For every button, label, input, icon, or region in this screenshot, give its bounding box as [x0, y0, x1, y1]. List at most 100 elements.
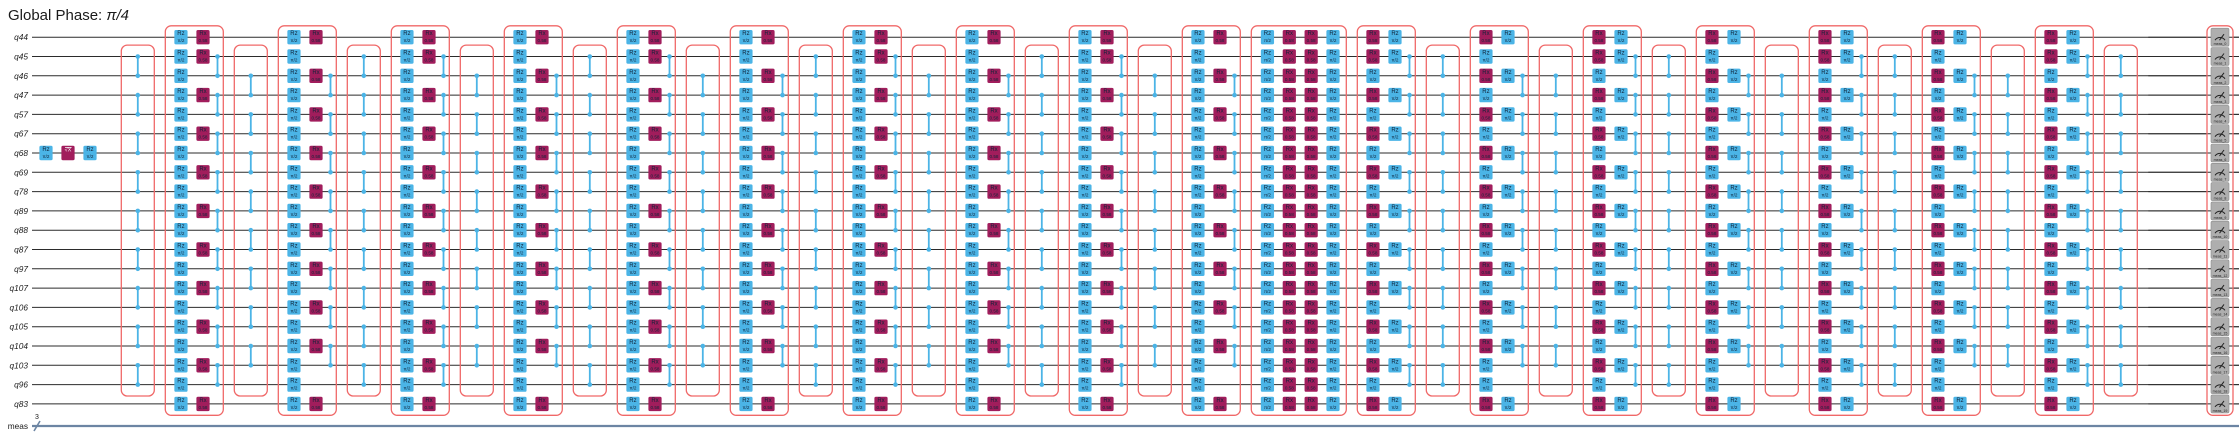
svg-text:π/2: π/2 [1391, 405, 1398, 410]
svg-text:π/2: π/2 [855, 115, 862, 120]
svg-text:π/2: π/2 [742, 251, 749, 256]
svg-text:0.58: 0.58 [764, 270, 773, 275]
svg-text:Rz: Rz [403, 244, 410, 250]
svg-text:Rz: Rz [1081, 301, 1088, 307]
svg-text:0.58: 0.58 [1103, 96, 1112, 101]
svg-text:π/2: π/2 [1264, 328, 1271, 333]
svg-text:Rz: Rz [1617, 321, 1624, 327]
svg-text:Rz: Rz [968, 244, 975, 250]
svg-text:Rz: Rz [1329, 398, 1336, 404]
svg-text:Rz: Rz [1391, 128, 1398, 134]
svg-text:Rx: Rx [312, 70, 319, 76]
svg-text:Rz: Rz [1081, 244, 1088, 250]
svg-text:Rz: Rz [403, 321, 410, 327]
svg-text:π/2: π/2 [516, 135, 523, 140]
svg-text:Rz: Rz [1264, 128, 1271, 134]
svg-text:Rz: Rz [1934, 359, 1941, 365]
svg-text:π/2: π/2 [290, 270, 297, 275]
svg-text:Rz: Rz [1264, 89, 1271, 95]
svg-text:π/2: π/2 [516, 154, 523, 159]
svg-text:Rz: Rz [1504, 147, 1511, 153]
svg-text:Rz: Rz [1821, 70, 1828, 76]
svg-text:Rx: Rx [764, 147, 771, 153]
svg-text:Rz: Rz [1329, 321, 1336, 327]
svg-text:Rz: Rz [1504, 186, 1511, 192]
svg-text:π/2: π/2 [2069, 328, 2076, 333]
svg-text:0.58: 0.58 [1307, 347, 1316, 352]
svg-text:π/2: π/2 [2047, 347, 2054, 352]
svg-text:q107: q107 [10, 283, 29, 293]
svg-text:0.58: 0.58 [312, 308, 321, 313]
svg-text:π/2: π/2 [403, 173, 410, 178]
svg-text:0.58: 0.58 [2046, 328, 2055, 333]
svg-text:Rz: Rz [516, 108, 523, 114]
svg-text:Rz: Rz [290, 31, 297, 37]
svg-text:Rz: Rz [629, 205, 636, 211]
svg-text:π/2: π/2 [1595, 154, 1602, 159]
svg-text:Rz: Rz [1264, 224, 1271, 230]
svg-text:π/2: π/2 [629, 212, 636, 217]
svg-text:Rz: Rz [1956, 70, 1963, 76]
svg-text:Rz: Rz [629, 166, 636, 172]
svg-text:π/2: π/2 [403, 270, 410, 275]
svg-text:Rx: Rx [1216, 398, 1223, 404]
svg-text:Rz: Rz [1482, 166, 1489, 172]
svg-text:π/2: π/2 [2047, 115, 2054, 120]
svg-text:Rx: Rx [990, 186, 997, 192]
svg-text:Rz: Rz [1329, 51, 1336, 57]
svg-text:π/2: π/2 [968, 405, 975, 410]
svg-text:π/2: π/2 [1934, 366, 1941, 371]
svg-text:π/2: π/2 [516, 231, 523, 236]
svg-text:0.58: 0.58 [1594, 58, 1603, 63]
svg-text:Rx: Rx [990, 398, 997, 404]
svg-text:Rx: Rx [1216, 340, 1223, 346]
svg-text:π/2: π/2 [1934, 212, 1941, 217]
svg-text:0.58: 0.58 [1594, 289, 1603, 294]
svg-text:0.58: 0.58 [199, 173, 208, 178]
svg-text:π/2: π/2 [742, 96, 749, 101]
svg-text:Rz: Rz [1264, 70, 1271, 76]
svg-text:0.58: 0.58 [1368, 366, 1377, 371]
svg-text:q88: q88 [14, 225, 28, 235]
svg-text:Rz: Rz [1956, 340, 1963, 346]
svg-text:0.58: 0.58 [1368, 212, 1377, 217]
svg-text:Rz: Rz [516, 128, 523, 134]
svg-text:Rz: Rz [1081, 263, 1088, 269]
svg-text:π/2: π/2 [742, 212, 749, 217]
svg-text:Rx: Rx [1286, 282, 1293, 288]
svg-text:Rz: Rz [742, 89, 749, 95]
svg-text:π/2: π/2 [516, 38, 523, 43]
svg-text:Rz: Rz [1821, 379, 1828, 385]
svg-text:Rz: Rz [403, 186, 410, 192]
svg-text:Rz: Rz [968, 398, 975, 404]
svg-text:Rx: Rx [1595, 128, 1602, 134]
svg-text:Rx: Rx [199, 398, 206, 404]
svg-text:Rz: Rz [1821, 147, 1828, 153]
svg-text:Rz: Rz [629, 108, 636, 114]
svg-text:Rx: Rx [651, 128, 658, 134]
svg-text:Rx: Rx [877, 205, 884, 211]
svg-text:Rx: Rx [199, 89, 206, 95]
svg-text:0.58: 0.58 [538, 308, 547, 313]
svg-text:Rz: Rz [1329, 205, 1336, 211]
svg-text:0.58: 0.58 [651, 58, 660, 63]
svg-text:0.58: 0.58 [1103, 366, 1112, 371]
svg-text:π/2: π/2 [1730, 270, 1737, 275]
svg-text:Rz: Rz [1369, 340, 1376, 346]
svg-text:Rz: Rz [516, 89, 523, 95]
svg-text:Rz: Rz [1617, 31, 1624, 37]
svg-text:Rx: Rx [1216, 301, 1223, 307]
svg-text:Rx: Rx [1708, 31, 1715, 37]
svg-text:π/2: π/2 [629, 38, 636, 43]
svg-text:π/2: π/2 [1264, 193, 1271, 198]
svg-text:Rx: Rx [764, 70, 771, 76]
svg-text:0.58: 0.58 [1307, 405, 1316, 410]
svg-text:Rz: Rz [177, 282, 184, 288]
svg-text:π/2: π/2 [1821, 77, 1828, 82]
svg-text:0.58: 0.58 [1368, 328, 1377, 333]
svg-text:Rx: Rx [1286, 108, 1293, 114]
svg-text:Rz: Rz [1264, 205, 1271, 211]
svg-text:Rx: Rx [1307, 398, 1314, 404]
svg-text:Rz: Rz [177, 147, 184, 153]
svg-text:meas_10: meas_10 [2213, 235, 2228, 239]
